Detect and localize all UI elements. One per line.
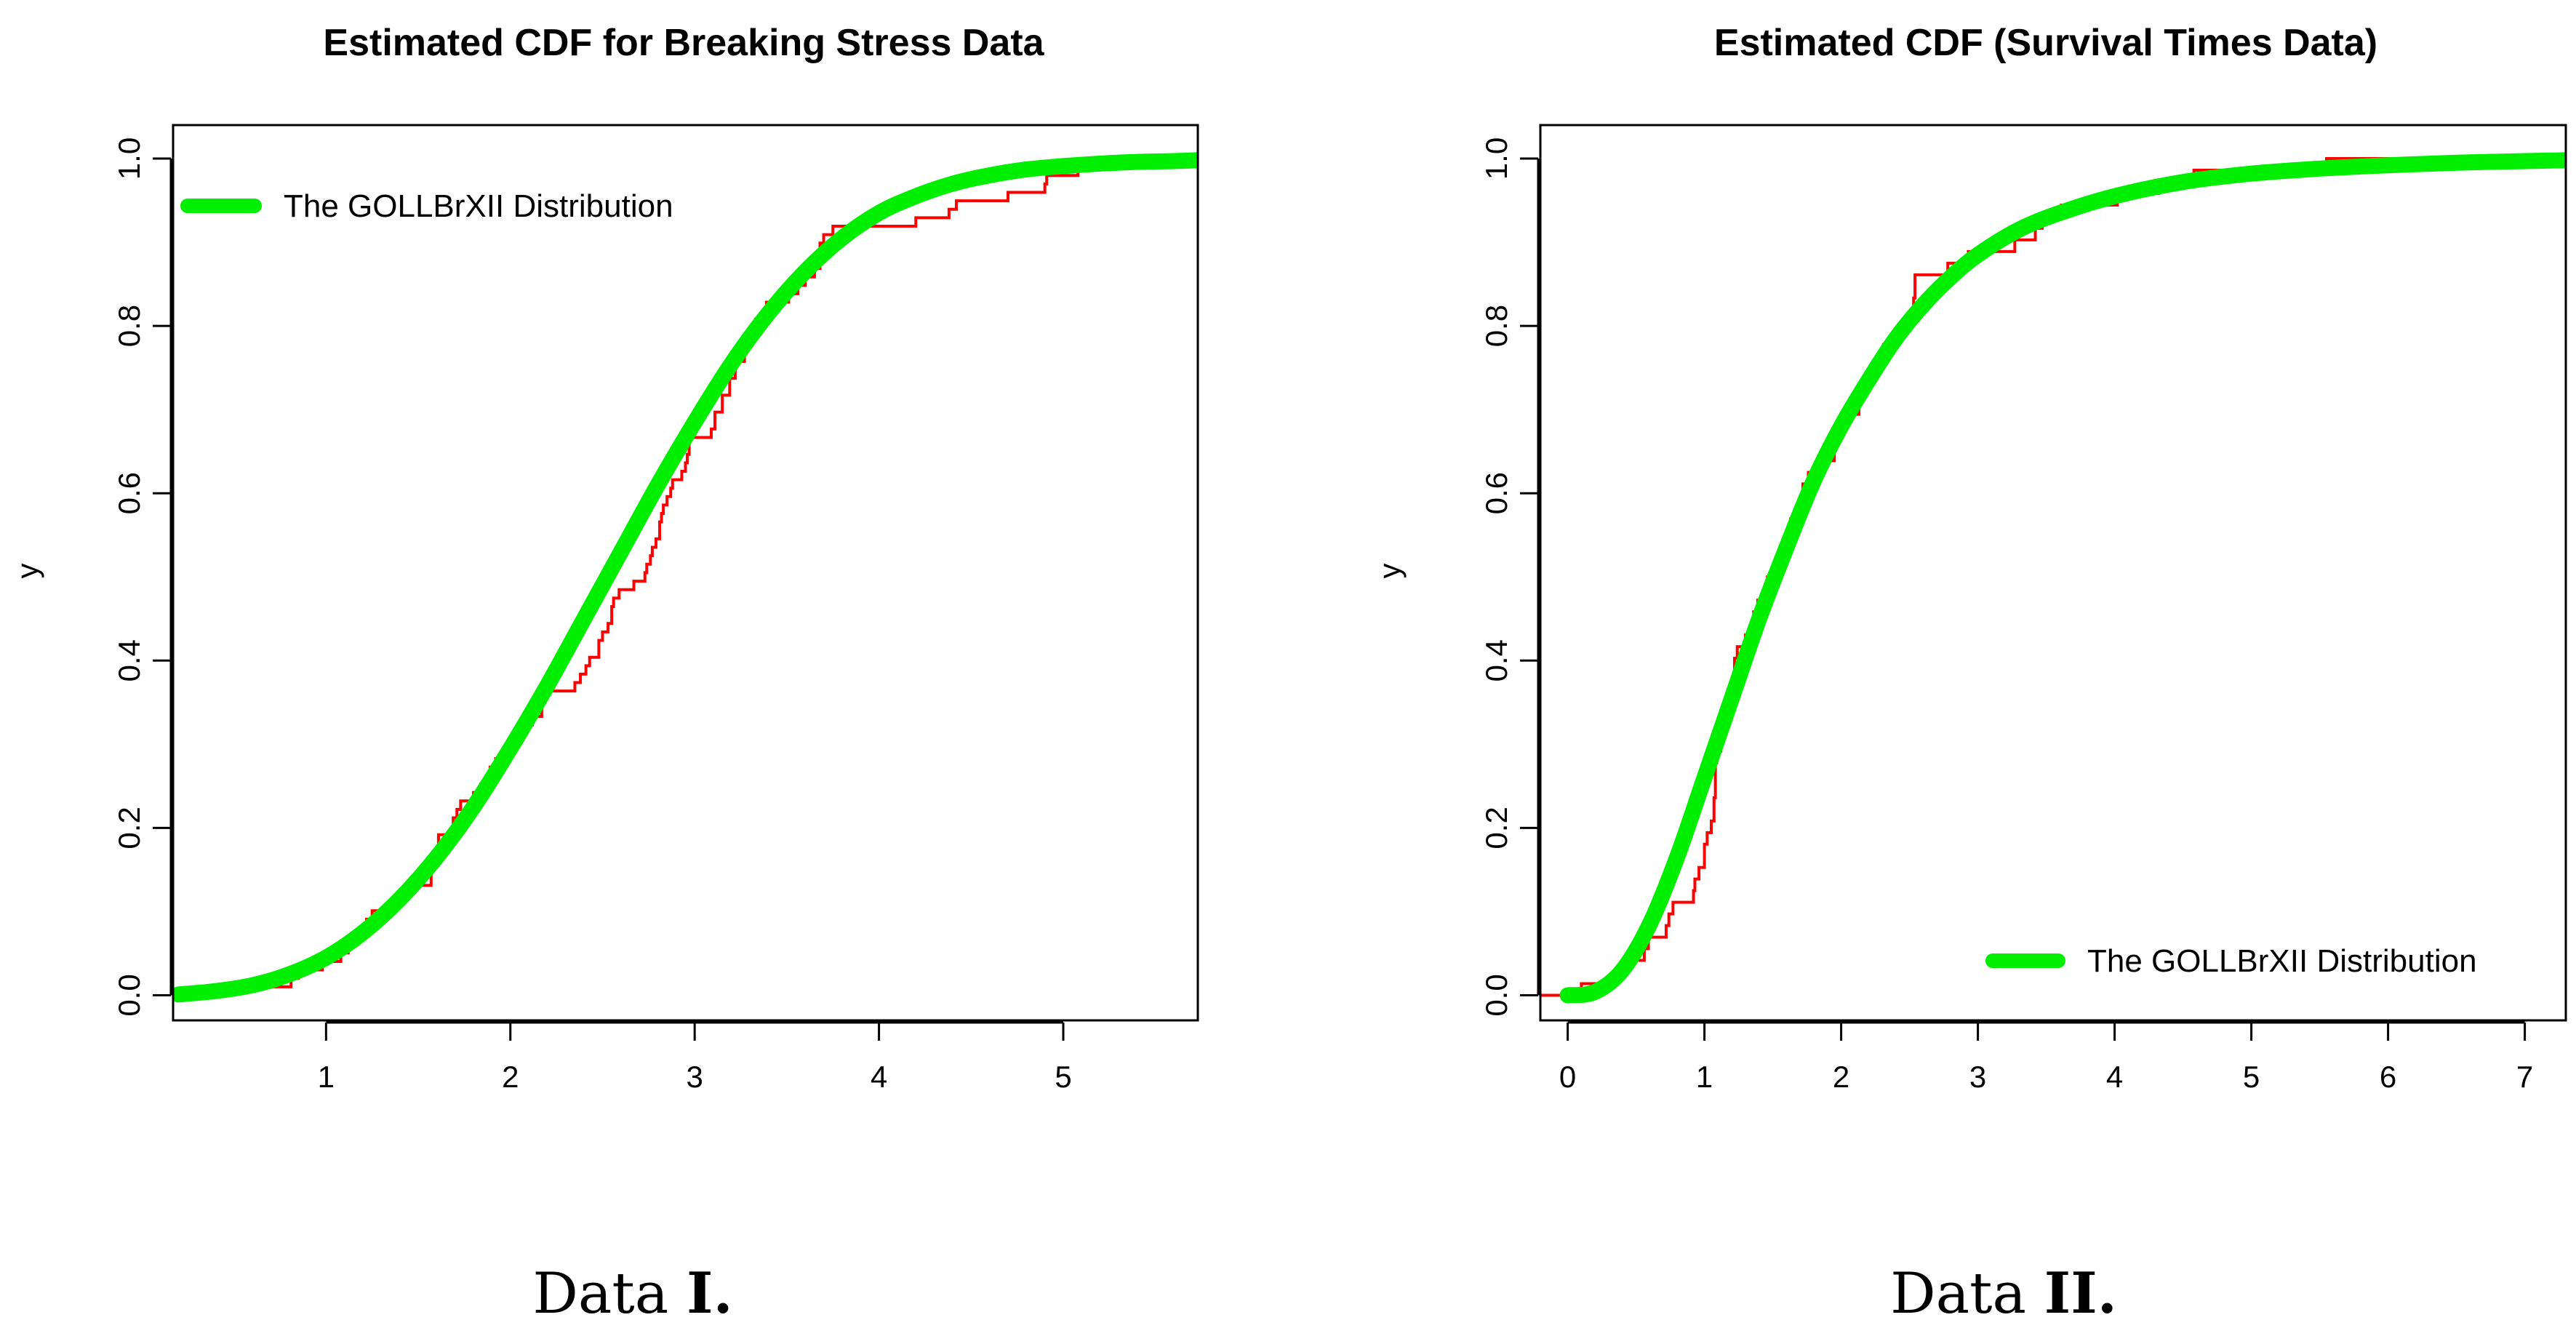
x-tick-label: 2 (502, 1060, 519, 1094)
caption-prefix: Data (532, 1261, 687, 1327)
chart-breaking-stress: Estimated CDF for Breaking Stress Data y… (10, 22, 1199, 1327)
y-axis-title: y (1372, 564, 1407, 579)
caption-prefix: Data (1890, 1261, 2044, 1327)
x-tick-label: 2 (1833, 1060, 1849, 1094)
x-tick-label: 7 (2516, 1060, 2533, 1094)
caption-label: I. (687, 1260, 733, 1327)
y-tick-label: 0.0 (1479, 974, 1513, 1016)
series-line-gollbrxii (173, 152, 1198, 1003)
plot-series (1540, 152, 2566, 1004)
plot-area: 1 2 3 4 5 0.0 0.2 0.4 0.6 0.8 1.0 (112, 124, 1199, 1094)
x-tick-label: 6 (2380, 1060, 2396, 1094)
y-tick-label: 0.2 (1479, 807, 1513, 849)
legend-label: The GOLLBrXII Distribution (284, 188, 673, 224)
figure-caption: Data II. (1890, 1260, 2117, 1327)
legend: The GOLLBrXII Distribution (1985, 943, 2477, 979)
y-tick-label: 0.6 (112, 472, 146, 514)
plot-frame (1539, 124, 2567, 1022)
chart-survival-times: Estimated CDF (Survival Times Data) y 0 1… (1372, 22, 2567, 1327)
x-tick-label: 4 (2106, 1060, 2123, 1094)
x-tick-label: 4 (871, 1060, 887, 1094)
y-tick-label: 0.4 (1479, 639, 1513, 681)
y-tick-label: 0.6 (1479, 472, 1513, 514)
caption-label: II. (2044, 1260, 2117, 1327)
y-tick-label: 0.2 (112, 807, 146, 849)
plot-area: 0 1 2 3 4 5 6 7 0.0 0.2 0.4 0.6 0.8 1.0 (1479, 124, 2567, 1094)
y-tick-label: 0.8 (1479, 305, 1513, 347)
x-tick-label: 5 (1055, 1060, 1071, 1094)
chart-title: Estimated CDF for Breaking Stress Data (323, 22, 1044, 64)
figure-caption: Data I. (532, 1260, 732, 1327)
y-tick-label: 0.4 (112, 639, 146, 681)
x-tick-label: 3 (686, 1060, 703, 1094)
chart-title: Estimated CDF (Survival Times Data) (1714, 22, 2377, 64)
x-tick-label: 5 (2243, 1060, 2260, 1094)
y-tick-label: 1.0 (112, 137, 146, 180)
y-tick-label: 0.0 (112, 974, 146, 1016)
legend: The GOLLBrXII Distribution (180, 188, 673, 224)
y-tick-label: 1.0 (1479, 137, 1513, 180)
x-tick-label: 0 (1559, 1060, 1576, 1094)
plot-frame (172, 124, 1199, 1022)
x-tick-label: 1 (318, 1060, 335, 1094)
plot-series (173, 152, 1198, 1003)
series-line-gollbrxii (1559, 152, 2566, 1004)
y-tick-label: 0.8 (112, 305, 146, 347)
x-tick-label: 1 (1696, 1060, 1713, 1094)
y-axis-title: y (10, 564, 44, 579)
legend-label: The GOLLBrXII Distribution (2087, 943, 2477, 979)
x-tick-label: 3 (1969, 1060, 1986, 1094)
